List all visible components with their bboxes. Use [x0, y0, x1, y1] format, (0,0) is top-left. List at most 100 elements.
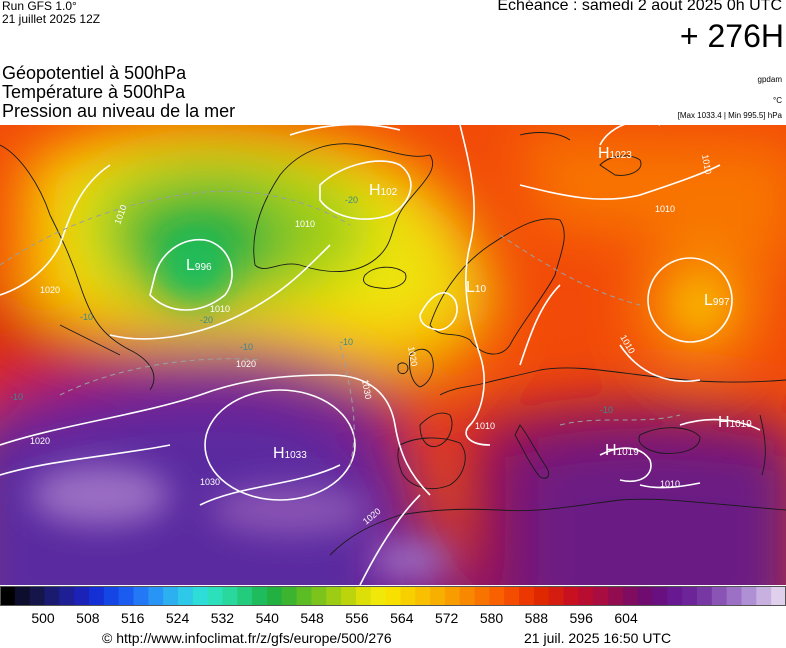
high-center-4: H1019 [605, 442, 639, 459]
colorbar-swatch [608, 586, 624, 606]
colorbar-swatch [667, 586, 683, 606]
colorbar-tick-label: 588 [524, 610, 549, 626]
colorbar-swatch [326, 586, 342, 606]
colorbar-swatch [59, 586, 75, 606]
unit-geopotential: gpdam [757, 75, 782, 84]
colorbar-swatch [0, 586, 16, 606]
colorbar-swatch [311, 586, 327, 606]
colorbar-swatch [593, 586, 609, 606]
unit-temperature: °C [773, 96, 782, 105]
colorbar-tick-label: 548 [300, 610, 324, 626]
isotherm-label: -10 [340, 337, 353, 347]
generated-time: 21 juil. 2025 16:50 UTC [524, 630, 672, 646]
isobar-label: 1010 [660, 479, 680, 489]
coastlines [0, 132, 786, 556]
colorbar-swatch [74, 586, 90, 606]
high-center-2: H1023 [598, 145, 632, 162]
colorbar-swatch [148, 586, 164, 606]
colorbar-swatch [756, 586, 772, 606]
colorbar-swatch [237, 586, 253, 606]
colorbar-swatch [133, 586, 149, 606]
colorbar-swatch [430, 586, 446, 606]
pressure-extremes: [Max 1033.4 | Min 995.5] hPa [677, 111, 782, 120]
colorbar-swatch [771, 586, 786, 606]
colorbar-swatch [652, 586, 668, 606]
colorbar-swatch [682, 586, 698, 606]
colorbar-swatch [726, 586, 743, 606]
colorbar-swatch [341, 586, 357, 606]
colorbar-swatch [44, 586, 60, 606]
colorbar-swatch [415, 586, 431, 606]
colorbar-swatch [281, 586, 298, 606]
colorbar-swatch [14, 586, 31, 606]
colorbar-swatch [103, 586, 120, 606]
isobar-label: 1010 [700, 154, 713, 175]
colorbar-tick-label: 580 [479, 610, 504, 626]
colorbar-swatch [29, 586, 46, 606]
colorbar-tick-label: 604 [614, 610, 638, 626]
valid-time: Echéance : samedi 2 aout 2025 0h UTC [497, 0, 782, 14]
colorbar-swatch [118, 586, 135, 606]
colorbar-swatch [385, 586, 402, 606]
copyright: © http://www.infoclimat.fr/z/gfs/europe/… [102, 630, 392, 646]
run-title: Run GFS 1.0° [2, 0, 77, 13]
isobar-label: 1010 [655, 204, 675, 214]
colorbar-swatch [489, 586, 505, 606]
colorbar-swatch [444, 586, 461, 606]
colorbar-swatch [533, 586, 550, 606]
high-center-3: H1033 [273, 445, 307, 462]
high-center-1: H102 [369, 182, 398, 199]
colorbar-tick-label: 540 [255, 610, 279, 626]
colorbar-swatch [459, 586, 476, 606]
isotherm-label: -20 [200, 315, 213, 325]
colorbar-ticks: 500 508 516 524 532 540 548 556 564 572 580 588 596 6… [0, 608, 786, 628]
isobar-label: 1020 [30, 436, 50, 446]
low-center-2: L10 [466, 279, 486, 296]
colorbar-tick-label: 532 [210, 610, 235, 626]
colorbar-swatch [519, 586, 535, 606]
colorbar-tick-label: 516 [121, 610, 145, 626]
isobar-label: 1020 [406, 346, 419, 367]
colorbar-tick-label: 524 [165, 610, 190, 626]
colorbar-swatch [266, 586, 283, 606]
colorbar-swatch [504, 586, 520, 606]
colorbar-tick-label: 564 [390, 610, 414, 626]
colorbar-tick-label: 556 [345, 610, 369, 626]
colorbar-tick-label: 572 [434, 610, 459, 626]
isobar-label: 1010 [295, 219, 315, 229]
colorbar-swatch [697, 586, 713, 606]
isotherm-label: -10 [10, 392, 23, 402]
colorbar-swatch [400, 586, 416, 606]
low-center-3: L997 [704, 292, 730, 309]
layer-pressure: Pression au niveau de la mer [2, 101, 236, 121]
colorbar-swatch [711, 586, 728, 606]
colorbar-swatch [355, 586, 372, 606]
colorbar-tick-label: 508 [76, 610, 100, 626]
low-center-1: L996 [186, 257, 212, 274]
weather-map: L996 H102 L10 H1023 L997 H1033 H1019 H10… [0, 125, 786, 585]
layer-geopotential: Géopotentiel à 500hPa [2, 63, 187, 83]
lead-time: + 276H [679, 18, 784, 54]
isotherm-label: -10 [80, 312, 93, 322]
colorbar-swatch [177, 586, 194, 606]
layer-temperature: Température à 500hPa [2, 82, 186, 102]
isotherm-label: -20 [345, 195, 358, 205]
colorbar-tick-label: 500 [31, 610, 55, 626]
colorbar-swatch [296, 586, 313, 606]
colorbar-swatch [741, 586, 757, 606]
colorbar-swatch [88, 586, 105, 606]
colorbar [0, 586, 786, 606]
colorbar-swatch [578, 586, 594, 606]
colorbar-swatch [207, 586, 224, 606]
colorbar-swatch [622, 586, 639, 606]
isobar-label: 1020 [236, 359, 256, 369]
run-date: 21 juillet 2025 12Z [2, 12, 101, 26]
isobar-labels: 1020 1010 1020 1030 1020 1030 1020 1010 … [30, 154, 713, 527]
isotherms [0, 190, 681, 466]
colorbar-tick-label: 596 [569, 610, 593, 626]
isobar-label: 1030 [200, 477, 220, 487]
colorbar-swatch [370, 586, 387, 606]
isobar-label: 1030 [360, 379, 373, 400]
isobar-label: 1020 [40, 285, 60, 295]
colorbar-swatch [637, 586, 654, 606]
